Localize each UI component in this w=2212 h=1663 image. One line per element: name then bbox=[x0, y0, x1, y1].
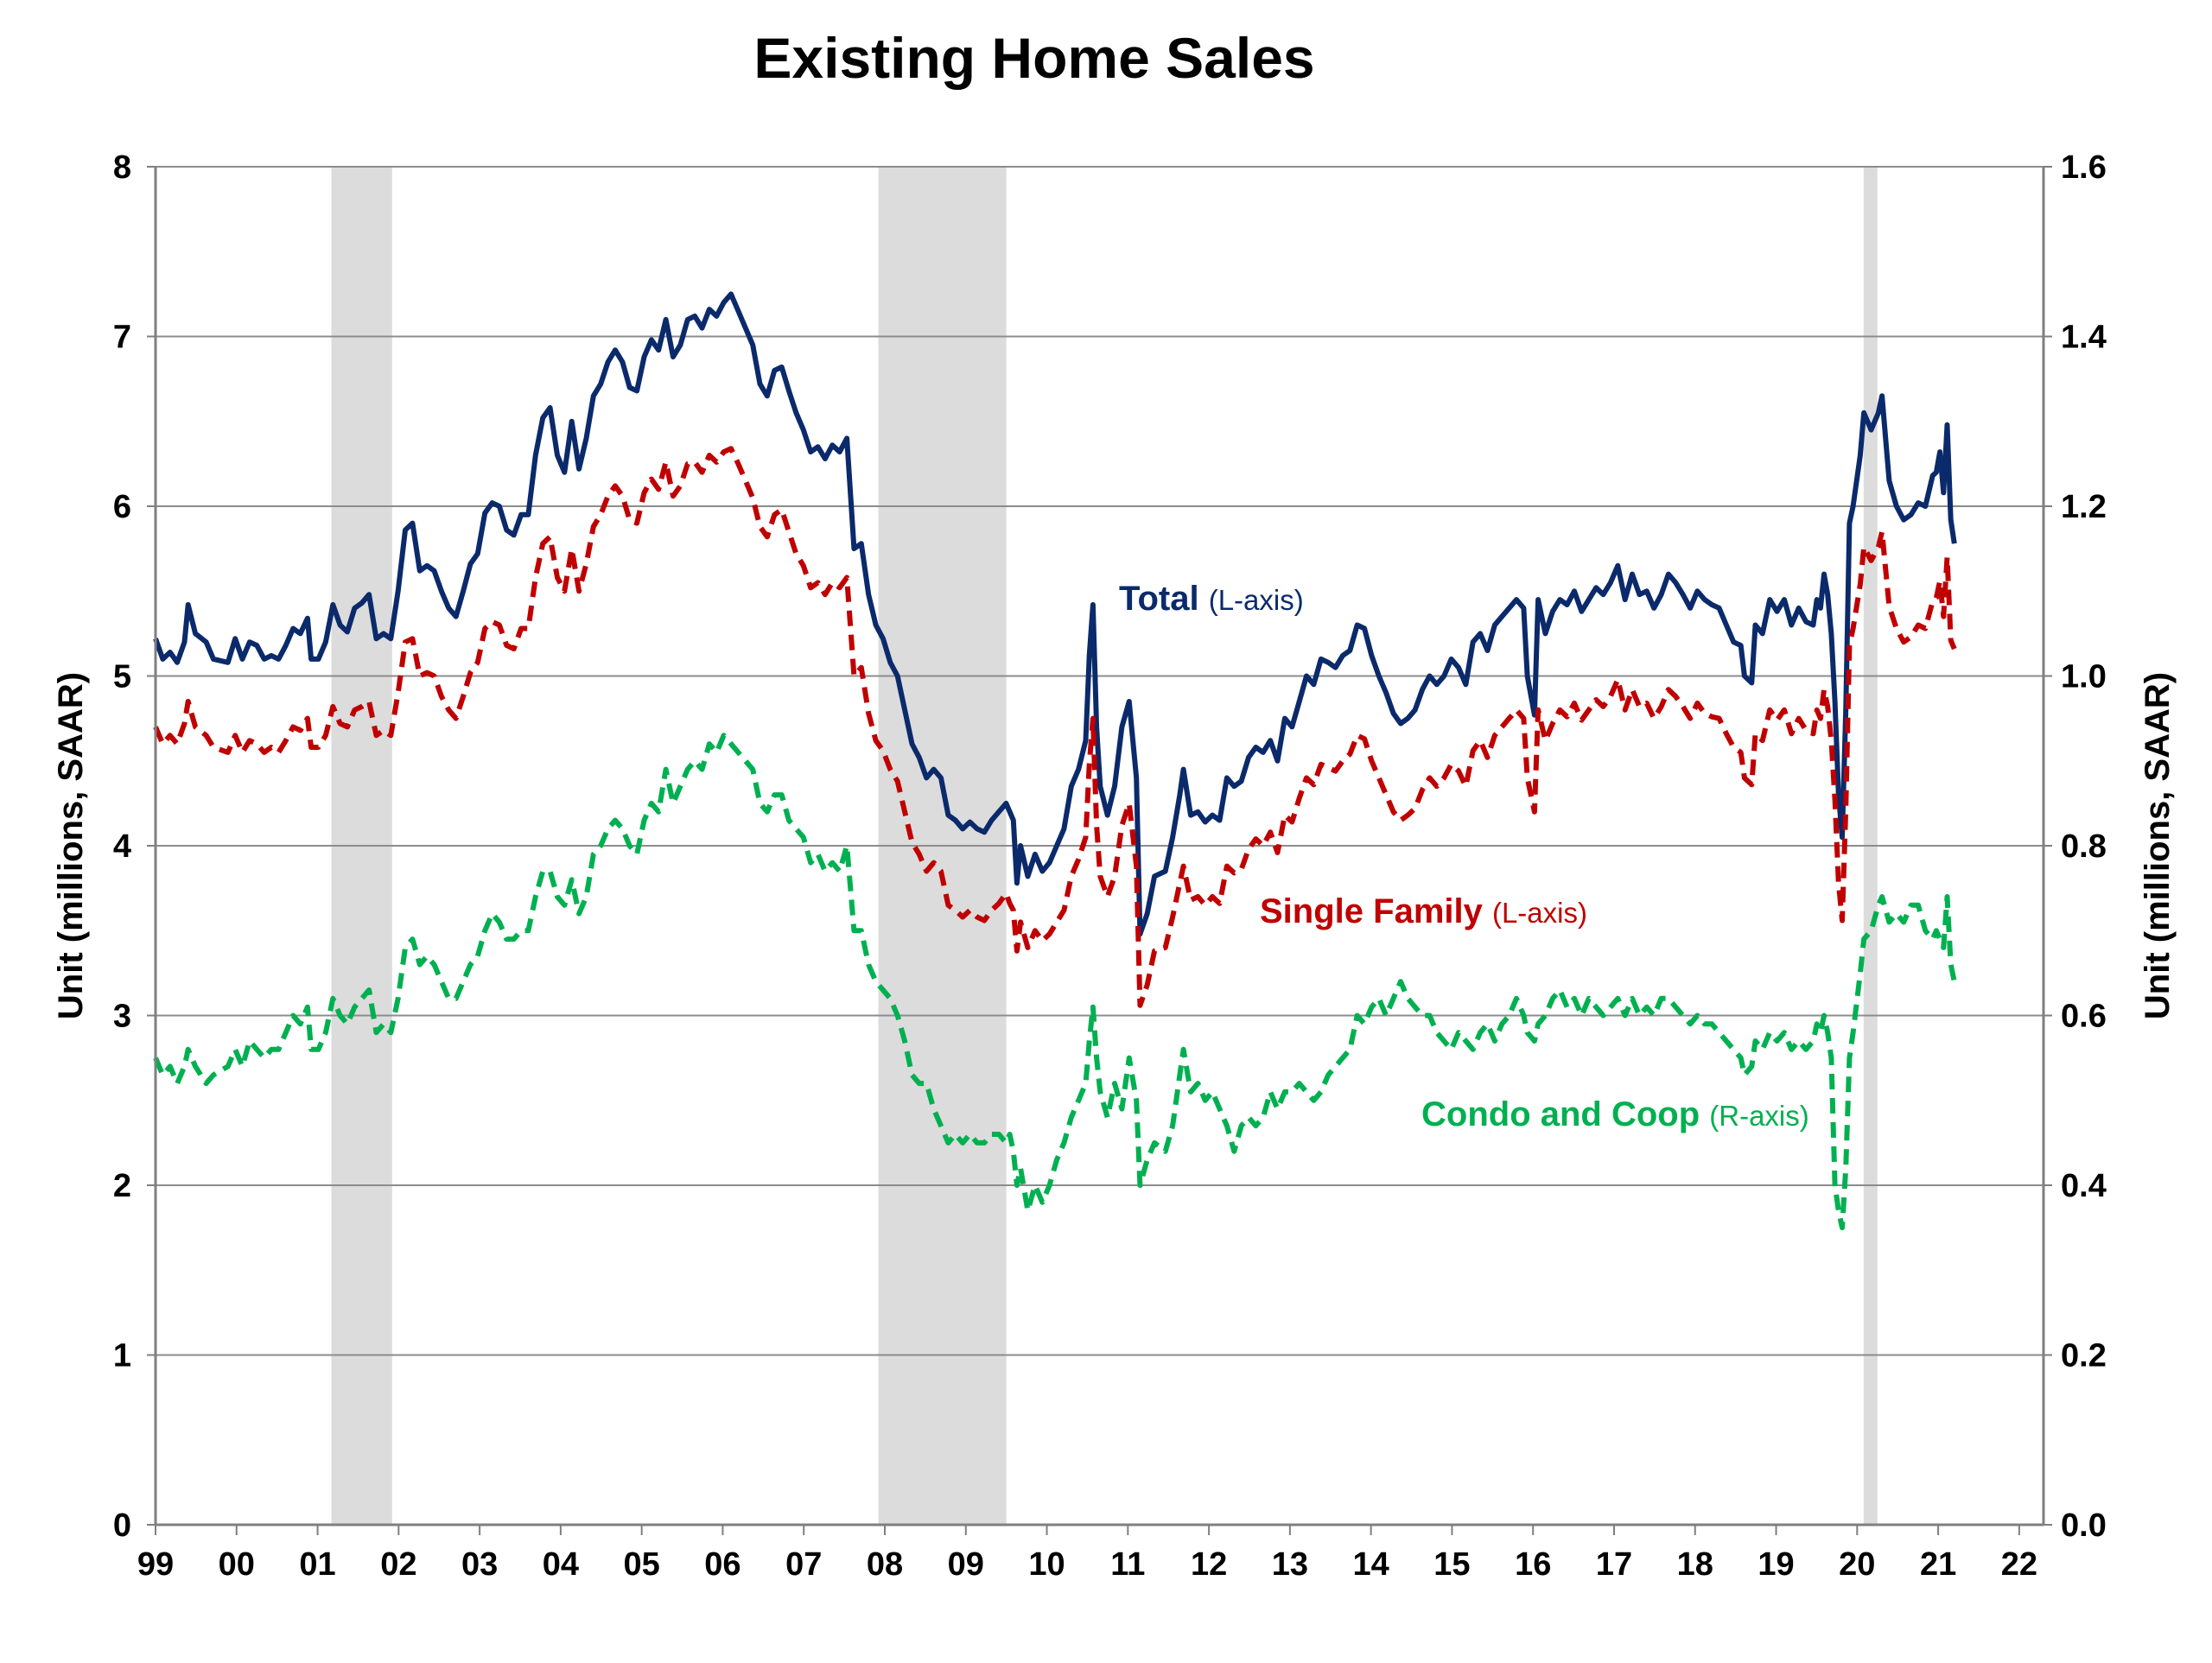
x-tick-label: 16 bbox=[1515, 1546, 1551, 1583]
gridlines bbox=[156, 166, 2044, 1526]
series-lines bbox=[153, 291, 1957, 1231]
x-tick-label: 02 bbox=[380, 1546, 416, 1583]
series-label-condo-and-coop: Condo and Coop (R-axis) bbox=[1421, 1095, 1809, 1133]
left-tick-label: 1 bbox=[113, 1338, 131, 1374]
chart-title: Existing Home Sales bbox=[753, 26, 1314, 90]
x-tick-label: 04 bbox=[543, 1546, 579, 1583]
x-tick-label: 99 bbox=[137, 1546, 174, 1583]
x-tick-label: 19 bbox=[1758, 1546, 1794, 1583]
right-axis-ticks: 0.0 0.2 0.4 0.6 0.8 1.0 1.2 1.4 1.6 bbox=[2044, 149, 2107, 1544]
x-tick-label: 09 bbox=[948, 1546, 984, 1583]
x-tick-label: 22 bbox=[2001, 1546, 2037, 1583]
x-tick-label: 14 bbox=[1353, 1546, 1389, 1583]
right-tick-label: 1.0 bbox=[2061, 659, 2107, 695]
right-tick-label: 0.2 bbox=[2061, 1338, 2107, 1374]
x-tick-label: 12 bbox=[1191, 1546, 1227, 1583]
left-tick-label: 8 bbox=[113, 149, 131, 186]
right-tick-label: 0.8 bbox=[2061, 828, 2107, 865]
x-tick-label: 13 bbox=[1272, 1546, 1308, 1583]
left-tick-label: 2 bbox=[113, 1168, 131, 1204]
series-line-single-family bbox=[153, 446, 1957, 1008]
x-tick-label: 07 bbox=[785, 1546, 822, 1583]
right-tick-label: 0.0 bbox=[2061, 1507, 2107, 1544]
x-tick-label: 17 bbox=[1596, 1546, 1632, 1583]
right-tick-label: 1.4 bbox=[2061, 320, 2107, 356]
left-axis-label: Unit (millions, SAAR) bbox=[52, 672, 90, 1019]
left-tick-label: 6 bbox=[113, 489, 131, 525]
left-axis-ticks: 0 1 2 3 4 5 6 7 8 bbox=[113, 149, 156, 1544]
x-tick-label: 18 bbox=[1677, 1546, 1713, 1583]
x-tick-label: 08 bbox=[867, 1546, 903, 1583]
x-tick-label: 00 bbox=[219, 1546, 255, 1583]
left-tick-label: 0 bbox=[113, 1507, 131, 1544]
x-tick-label: 15 bbox=[1433, 1546, 1470, 1583]
series-label-total: Total (L-axis) bbox=[1119, 580, 1304, 618]
x-tick-label: 10 bbox=[1028, 1546, 1065, 1583]
left-tick-label: 4 bbox=[113, 828, 131, 865]
x-tick-label: 11 bbox=[1110, 1546, 1145, 1583]
x-tick-label: 03 bbox=[461, 1546, 498, 1583]
right-axis-label: Unit (millions, SAAR) bbox=[2139, 672, 2177, 1019]
right-tick-label: 1.6 bbox=[2061, 149, 2107, 186]
x-tick-label: 21 bbox=[1920, 1546, 1956, 1583]
left-tick-label: 5 bbox=[113, 659, 131, 695]
x-tick-label: 20 bbox=[1839, 1546, 1875, 1583]
right-tick-label: 1.2 bbox=[2061, 489, 2107, 525]
series-label-single-family: Single Family (L-axis) bbox=[1260, 892, 1587, 930]
series-line-condo-and-coop bbox=[153, 733, 1957, 1231]
x-tick-label: 06 bbox=[704, 1546, 741, 1583]
right-tick-label: 0.4 bbox=[2061, 1168, 2107, 1204]
series-labels: Total (L-axis) Single Family (L-axis) Cond… bbox=[1119, 580, 1809, 1133]
left-tick-label: 3 bbox=[113, 999, 131, 1035]
series-line-total bbox=[153, 291, 1957, 937]
x-tick-label: 01 bbox=[299, 1546, 335, 1583]
left-tick-label: 7 bbox=[113, 320, 131, 356]
right-tick-label: 0.6 bbox=[2061, 999, 2107, 1035]
x-tick-label: 05 bbox=[624, 1546, 660, 1583]
x-axis-ticks: 99 00 01 02 03 04 05 06 07 08 09 10 11 12 13 14 15 16 17 18… bbox=[137, 1525, 2037, 1583]
